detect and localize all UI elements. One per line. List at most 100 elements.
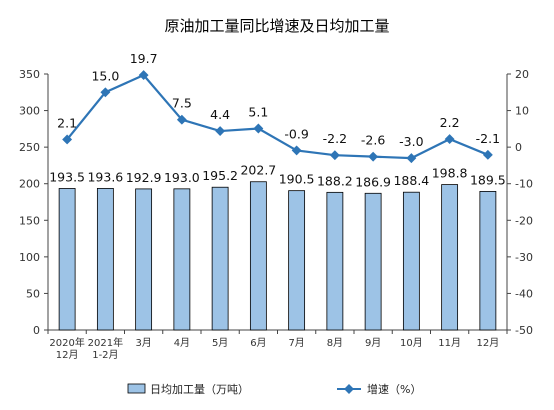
line-value-label: -3.0 xyxy=(399,134,423,149)
left-tick-label: 100 xyxy=(19,251,40,264)
left-tick-label: 250 xyxy=(19,141,40,154)
line-point xyxy=(176,114,187,125)
legend: 日均加工量（万吨） 增速（%） xyxy=(127,382,421,396)
category-label: 10月 xyxy=(400,337,423,349)
right-tick-label: -50 xyxy=(515,324,533,337)
right-tick-label: 0 xyxy=(515,141,522,154)
category-label: 2021年 1-2月 xyxy=(88,336,123,361)
bar xyxy=(96,187,114,331)
line-point xyxy=(444,134,455,145)
line-point xyxy=(329,150,340,161)
bar xyxy=(211,186,229,331)
category-label: 8月 xyxy=(327,337,343,349)
right-tick-label: -20 xyxy=(515,214,533,227)
category-label-line: 3月 xyxy=(135,337,151,349)
category-label: 11月 xyxy=(438,337,461,349)
category-label-line: 5月 xyxy=(212,337,228,349)
line-point xyxy=(215,126,226,137)
category-label-line: 11月 xyxy=(438,337,461,349)
bar-value-label: 188.2 xyxy=(317,173,353,188)
line-value-label: 7.5 xyxy=(172,96,192,111)
right-y-axis: -50 -40 -30 -20 -10 0 10 20 xyxy=(506,68,533,337)
bar xyxy=(135,188,153,331)
category-label: 9月 xyxy=(365,337,381,349)
bar xyxy=(441,184,459,331)
category-label: 2020年 12月 xyxy=(49,336,84,361)
bar xyxy=(402,191,420,331)
category-label-line: 8月 xyxy=(327,337,343,349)
bar-value-label: 193.5 xyxy=(49,169,85,184)
line-point xyxy=(100,87,111,98)
line-value-label: -2.6 xyxy=(361,133,385,148)
left-tick-label: 300 xyxy=(19,105,40,118)
line-value-label: 4.4 xyxy=(210,107,230,122)
category-label-line: 2021年 xyxy=(88,336,123,349)
bar xyxy=(288,190,306,331)
bar xyxy=(364,192,382,331)
category-label: 6月 xyxy=(250,337,266,349)
bar xyxy=(479,190,497,331)
bar xyxy=(249,181,267,331)
category-label-line: 10月 xyxy=(400,337,423,349)
right-tick-label: 10 xyxy=(515,105,529,118)
bar-value-label: 202.7 xyxy=(240,163,276,178)
line-value-label: -2.1 xyxy=(476,131,500,146)
line-point xyxy=(291,145,302,156)
category-label-line: 4月 xyxy=(174,337,190,349)
category-label: 7月 xyxy=(288,337,304,349)
category-label: 3月 xyxy=(135,337,151,349)
legend-line-marker xyxy=(344,384,354,394)
legend-bar-swatch xyxy=(127,383,146,394)
category-label-line: 9月 xyxy=(365,337,381,349)
left-tick-label: 200 xyxy=(19,178,40,191)
left-tick-label: 150 xyxy=(19,214,40,227)
right-tick-label: 20 xyxy=(515,68,529,81)
line-data-labels: 2.1 15.0 19.7 7.5 4.4 5.1 -0.9 -2.2 -2.6 -3.0 2.2 -… xyxy=(57,51,500,149)
left-tick-label: 0 xyxy=(33,324,40,337)
bar-value-label: 188.4 xyxy=(393,173,429,188)
bar-value-label: 198.8 xyxy=(432,166,468,181)
line-value-label: 2.2 xyxy=(440,115,460,130)
bar-value-label: 190.5 xyxy=(279,172,315,187)
category-label-line: 1-2月 xyxy=(92,349,118,361)
right-tick-label: -40 xyxy=(515,287,533,300)
line-value-label: -2.2 xyxy=(323,131,347,146)
bar-value-label: 195.2 xyxy=(202,168,238,183)
line-value-label: -0.9 xyxy=(284,126,308,141)
bar-series xyxy=(58,181,497,331)
left-tick-label: 350 xyxy=(19,68,40,81)
line-point xyxy=(406,153,417,164)
category-label-line: 7月 xyxy=(288,337,304,349)
bar-value-label: 192.9 xyxy=(126,170,162,185)
line-value-label: 5.1 xyxy=(248,104,268,119)
bar-value-label: 193.6 xyxy=(87,169,123,184)
line-point xyxy=(368,151,379,162)
line-series xyxy=(62,70,493,164)
left-tick-label: 50 xyxy=(26,287,40,300)
chart-title: 原油加工量同比增速及日均加工量 xyxy=(164,17,389,35)
category-label-line: 12月 xyxy=(477,337,500,349)
bar xyxy=(326,191,344,331)
line-point xyxy=(138,70,149,81)
line-value-label: 15.0 xyxy=(91,68,119,83)
line-point xyxy=(253,123,264,134)
legend-line-label: 增速（%） xyxy=(367,382,421,396)
growth-line xyxy=(66,73,489,160)
line-point xyxy=(482,149,493,160)
category-label: 5月 xyxy=(212,337,228,349)
right-tick-label: -30 xyxy=(515,251,533,264)
line-value-label: 19.7 xyxy=(130,51,158,66)
category-label: 12月 xyxy=(477,337,500,349)
bar-value-label: 189.5 xyxy=(470,172,506,187)
legend-bar-label: 日均加工量（万吨） xyxy=(150,383,249,396)
line-point xyxy=(62,134,73,145)
right-tick-label: -10 xyxy=(515,178,533,191)
bar-value-label: 193.0 xyxy=(164,170,200,185)
bar xyxy=(58,188,76,331)
bar-value-label: 186.9 xyxy=(355,174,391,189)
category-label-line: 12月 xyxy=(56,349,79,361)
category-label-line: 6月 xyxy=(250,337,266,349)
bar xyxy=(173,188,191,331)
